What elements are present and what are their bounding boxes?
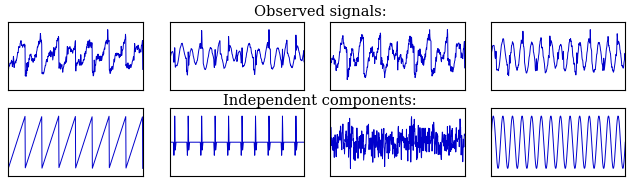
Text: Independent components:: Independent components: — [223, 94, 417, 108]
Text: Observed signals:: Observed signals: — [253, 5, 387, 19]
